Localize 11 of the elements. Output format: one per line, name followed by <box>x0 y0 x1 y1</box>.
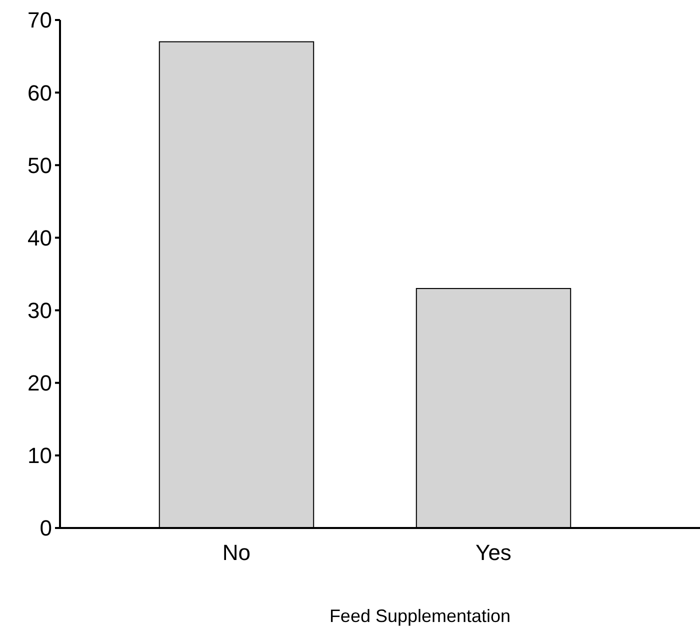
x-axis-title: Feed Supplementation <box>329 606 511 626</box>
y-tick-label: 70 <box>28 8 52 33</box>
x-tick-label: No <box>222 540 251 565</box>
y-tick-label: 40 <box>28 225 52 250</box>
y-tick-label: 20 <box>28 370 52 396</box>
y-tick-label: 50 <box>28 152 52 178</box>
x-tick-label: Yes <box>476 540 512 565</box>
y-tick-label: 10 <box>28 443 52 468</box>
y-tick-label: 30 <box>28 298 52 323</box>
y-tick-label: 0 <box>40 516 52 541</box>
y-tick-label: 60 <box>28 80 52 106</box>
